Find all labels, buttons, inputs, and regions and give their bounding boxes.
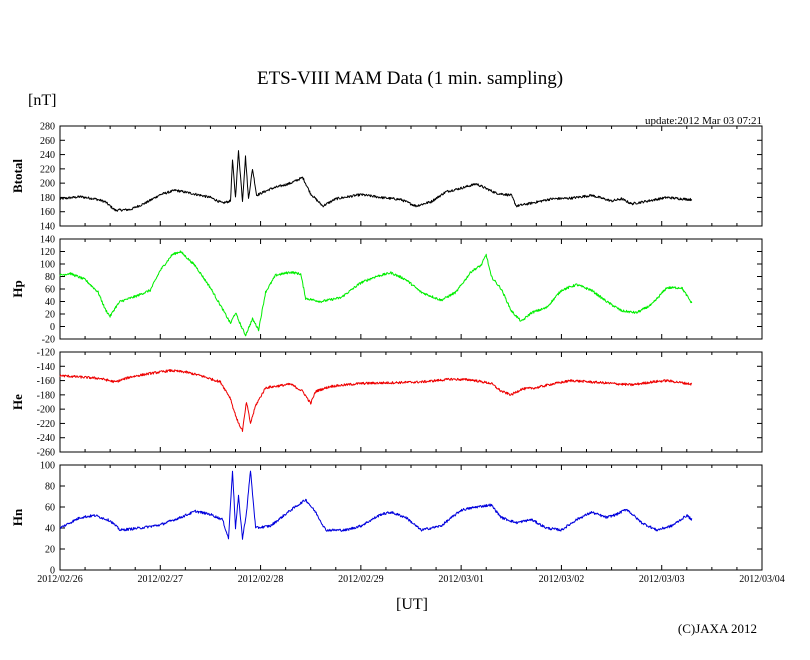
y-tick-label-he: -140 xyxy=(37,362,55,373)
y-tick-label-hn: 100 xyxy=(40,461,55,472)
chart-title: ETS-VIII MAM Data (1 min. sampling) xyxy=(257,68,563,89)
y-axis-label-btotal: Btotal xyxy=(10,159,25,193)
y-tick-label-btotal: 240 xyxy=(40,150,55,161)
y-tick-label-btotal: 140 xyxy=(40,222,55,233)
y-tick-label-hp: 0 xyxy=(50,322,55,333)
y-tick-label-btotal: 200 xyxy=(40,179,55,190)
x-tick-label: 2012/02/26 xyxy=(37,574,83,585)
series-line-btotal xyxy=(59,150,693,212)
y-tick-label-hp: 60 xyxy=(45,285,55,296)
y-tick-label-hp: 120 xyxy=(40,247,55,258)
y-axis-label-hn: Hn xyxy=(10,508,25,526)
y-tick-label-btotal: 280 xyxy=(40,122,55,133)
y-tick-label-btotal: 180 xyxy=(40,193,55,204)
y-tick-label-he: -120 xyxy=(37,348,55,359)
panel-he: -120 -140 -160 -180 -200 -220 -240 -260 He xyxy=(10,348,763,459)
y-tick-label-hn: 40 xyxy=(45,524,55,535)
x-tick-label: 2012/02/29 xyxy=(338,574,384,585)
update-label: update:2012 Mar 03 07:21 xyxy=(645,115,762,127)
y-tick-label-he: -160 xyxy=(37,376,55,387)
y-tick-label-hn: 60 xyxy=(45,503,55,514)
y-tick-label-hn: 20 xyxy=(45,545,55,556)
y-tick-label-he: -240 xyxy=(37,433,55,444)
y-tick-label-he: -260 xyxy=(37,448,55,459)
y-tick-label-hp: 100 xyxy=(40,260,55,271)
y-tick-label-he: -200 xyxy=(37,405,55,416)
x-tick-label: 2012/02/28 xyxy=(238,574,284,585)
y-tick-label-hp: 40 xyxy=(45,297,55,308)
panel-frame-he xyxy=(59,351,763,453)
x-tick-label: 2012/02/27 xyxy=(138,574,184,585)
y-tick-label-he: -180 xyxy=(37,390,55,401)
y-axis-label-he: He xyxy=(10,394,25,410)
y-tick-label-he: -220 xyxy=(37,419,55,430)
x-tick-label: 2012/03/01 xyxy=(438,574,484,585)
panel-hn: 100 80 60 40 20 0 Hn xyxy=(10,461,763,577)
y-tick-label-btotal: 260 xyxy=(40,136,55,147)
y-tick-label-hn: 0 xyxy=(50,566,55,577)
copyright-label: (C)JAXA 2012 xyxy=(678,621,757,636)
x-tick-label: 2012/03/04 xyxy=(739,574,785,585)
panel-frame-btotal xyxy=(59,125,763,227)
panel-frame-hp xyxy=(59,238,763,340)
y-tick-label-hn: 80 xyxy=(45,482,55,493)
series-line-he xyxy=(59,369,693,432)
unit-label: [nT] xyxy=(28,92,56,109)
panels-layer: 280260240220200180160140Btotal1401201008… xyxy=(10,122,763,577)
y-tick-label-btotal: 220 xyxy=(40,164,55,175)
y-tick-label-hp: -20 xyxy=(42,335,55,346)
panel-btotal: 280 260 240 220 200 180 160 140 Btotal xyxy=(10,122,763,233)
x-tick-label: 2012/03/02 xyxy=(539,574,585,585)
y-tick-label-hp: 80 xyxy=(45,272,55,283)
x-axis-label: [UT] xyxy=(396,596,428,613)
x-tick-label: 2012/03/03 xyxy=(639,574,685,585)
y-tick-label-hp: 140 xyxy=(40,235,55,246)
y-tick-label-hp: 20 xyxy=(45,310,55,321)
y-tick-label-btotal: 160 xyxy=(40,207,55,218)
x-axis: 2012/02/26 2012/02/27 2012/02/28 2012/02/29… xyxy=(37,574,785,585)
series-line-hn xyxy=(59,470,693,540)
panel-frame-hn xyxy=(59,464,763,571)
y-axis-label-hp: Hp xyxy=(10,280,25,297)
series-line-hp xyxy=(59,250,693,337)
